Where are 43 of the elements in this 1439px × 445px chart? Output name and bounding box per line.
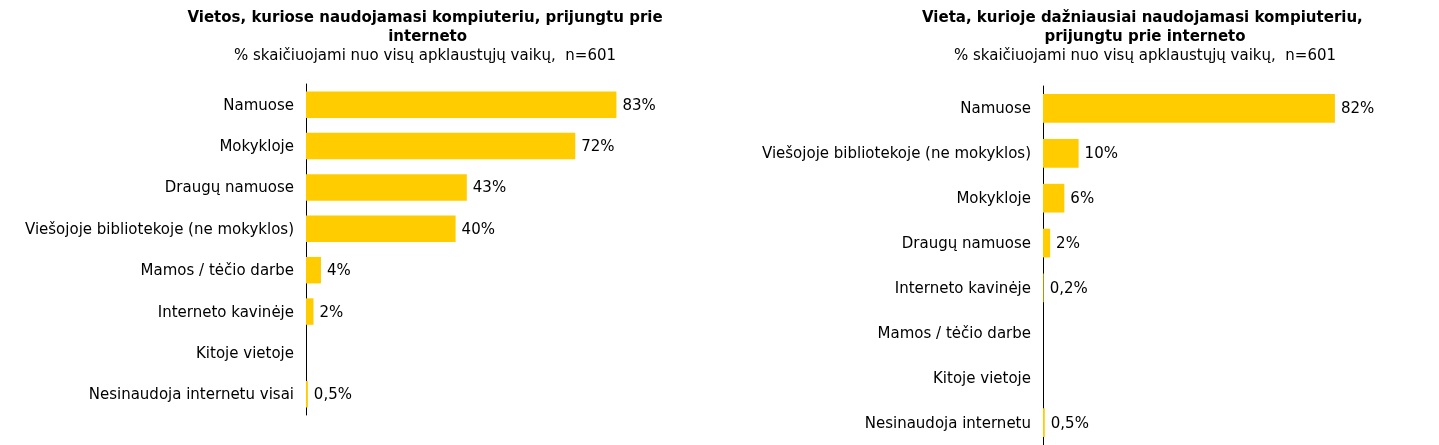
y-tick-label: Namuose: [960, 99, 1031, 118]
y-tick-label: Kitoje vietoje: [933, 368, 1031, 387]
data-label: 6%: [1070, 189, 1095, 208]
bar: [306, 132, 576, 160]
chart-title: Vieta, kurioje dažniausiai naudojamasi kompiuteriu, prijungtu prie interneto: [921, 7, 1369, 45]
data-label: 43%: [472, 178, 507, 197]
data-label: 0,2%: [1049, 278, 1088, 297]
bar: [1043, 94, 1335, 123]
bar: [306, 215, 456, 243]
data-label: 4%: [326, 261, 351, 280]
data-label: 72%: [581, 137, 615, 156]
chart-title: Vietos, kuriose naudojamasi kompiuteriu, prijungtu prie interneto: [187, 7, 663, 45]
y-tick-label: Mokykloje: [956, 189, 1031, 208]
data-label: 83%: [622, 95, 656, 114]
y-tick-label: Viešojoje bibliotekoje (ne mokyklos): [24, 219, 294, 238]
y-tick-label: Viešojoje bibliotekoje (ne mokyklos): [761, 144, 1031, 163]
y-tick-label: Interneto kavinėje: [157, 302, 294, 321]
data-label: 0,5%: [1050, 413, 1089, 432]
chart-subtitle: % skaičiuojami nuo visų apklaustųjų vaikų, n=601: [233, 45, 617, 64]
y-tick-label: Nesinaudoja internetu: [864, 413, 1031, 432]
y-tick-label: Nesinaudoja internetu visai: [88, 385, 294, 404]
data-label: 2%: [319, 302, 344, 321]
y-tick-label: Mamos / tėčio darbe: [140, 261, 294, 280]
bar: [1043, 228, 1051, 258]
bar: [306, 298, 314, 325]
bar: [306, 256, 321, 284]
data-label: 40%: [461, 219, 495, 238]
bar: [1043, 183, 1065, 213]
bar: [1043, 138, 1079, 168]
bar: [306, 174, 467, 201]
y-tick-label: Mamos / tėčio darbe: [877, 323, 1031, 342]
data-label: 0,5%: [313, 385, 352, 404]
y-tick-label: Namuose: [223, 95, 294, 114]
y-tick-label: Draugų namuose: [164, 178, 294, 197]
y-tick-label: Kitoje vietoje: [196, 343, 294, 362]
data-label: 82%: [1340, 99, 1375, 118]
y-tick-label: Mokykloje: [219, 137, 294, 156]
bar: [306, 91, 617, 118]
chart-subtitle: % skaičiuojami nuo visų apklaustųjų vaikų, n=601: [953, 45, 1337, 64]
data-label: 2%: [1056, 234, 1080, 253]
data-label: 10%: [1084, 144, 1118, 163]
y-tick-label: Draugų namuose: [901, 234, 1031, 253]
y-tick-label: Interneto kavinėje: [894, 278, 1031, 297]
